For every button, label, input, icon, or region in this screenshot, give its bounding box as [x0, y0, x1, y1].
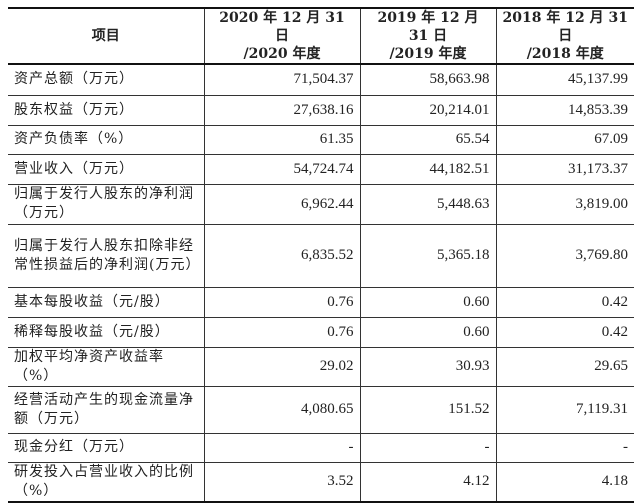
- table-row: 营业收入（万元） 54,724.74 44,182.51 31,173.37: [8, 153, 634, 185]
- value-2020: 61.35: [203, 124, 361, 155]
- value-2019: 151.52: [359, 385, 497, 434]
- row-label: 股东权益（万元）: [8, 94, 205, 126]
- value-2020: 6,835.52: [203, 223, 361, 288]
- value-2019: 4.12: [359, 461, 497, 503]
- table-row: 经营活动产生的现金流量净额（万元） 4,080.65 151.52 7,119.31: [8, 385, 634, 434]
- row-label: 资产总额（万元）: [8, 63, 205, 96]
- row-label: 基本每股收益（元/股）: [8, 286, 205, 318]
- value-2018: 31,173.37: [495, 153, 634, 185]
- header-2019-date: 2019 年 12 月 31 日: [377, 10, 479, 44]
- row-label: 经营活动产生的现金流量净额（万元）: [8, 385, 205, 434]
- value-2018: 3,819.00: [495, 183, 634, 225]
- value-2019: 44,182.51: [359, 153, 497, 185]
- table-row: 股东权益（万元） 27,638.16 20,214.01 14,853.39: [8, 94, 634, 126]
- value-2018: 3,769.80: [495, 223, 634, 288]
- header-2019-year: /2019 年度: [389, 46, 467, 62]
- table-row: 归属于发行人股东扣除非经常性损益后的净利润(万元） 6,835.52 5,365.1…: [8, 223, 634, 288]
- table-row: 加权平均净资产收益率（%） 29.02 30.93 29.65: [8, 346, 634, 387]
- value-2020: 4,080.65: [203, 385, 361, 434]
- header-2018: 2018 年 12 月 31 日/2018 年度: [495, 7, 634, 65]
- header-2019: 2019 年 12 月 31 日/2019 年度: [359, 7, 497, 65]
- header-2020: 2020 年 12 月 31 日/2020 年度: [203, 7, 361, 65]
- table-row: 归属于发行人股东的净利润（万元） 6,962.44 5,448.63 3,819.00: [8, 183, 634, 225]
- table-row: 资产负债率（%） 61.35 65.54 67.09: [8, 124, 634, 155]
- table-row: 资产总额（万元） 71,504.37 58,663.98 45,137.99: [8, 63, 634, 96]
- row-label: 归属于发行人股东的净利润（万元）: [8, 183, 205, 225]
- table-row: 研发投入占营业收入的比例（%） 3.52 4.12 4.18: [8, 461, 634, 503]
- value-2019: 5,365.18: [359, 223, 497, 288]
- value-2019: 30.93: [359, 346, 497, 387]
- value-2020: 3.52: [203, 461, 361, 503]
- row-label: 研发投入占营业收入的比例（%）: [8, 461, 205, 503]
- header-2018-year: /2018 年度: [526, 46, 604, 62]
- value-2020: 71,504.37: [203, 63, 361, 96]
- value-2018: 0.42: [495, 316, 634, 348]
- value-2020: 0.76: [203, 286, 361, 318]
- value-2018: 29.65: [495, 346, 634, 387]
- value-2020: 27,638.16: [203, 94, 361, 126]
- value-2018: 4.18: [495, 461, 634, 503]
- table-row: 现金分红（万元） - - -: [8, 432, 634, 463]
- value-2019: 5,448.63: [359, 183, 497, 225]
- value-2018: -: [495, 432, 634, 463]
- value-2020: 54,724.74: [203, 153, 361, 185]
- financial-summary-table: 项目 2020 年 12 月 31 日/2020 年度 2019 年 12 月 …: [8, 7, 634, 503]
- value-2019: 20,214.01: [359, 94, 497, 126]
- value-2018: 0.42: [495, 286, 634, 318]
- value-2018: 7,119.31: [495, 385, 634, 434]
- value-2019: 65.54: [359, 124, 497, 155]
- value-2018: 67.09: [495, 124, 634, 155]
- header-item: 项目: [8, 7, 205, 65]
- header-item-label: 项目: [91, 28, 120, 44]
- value-2019: -: [359, 432, 497, 463]
- table-row: 稀释每股收益（元/股） 0.76 0.60 0.42: [8, 316, 634, 348]
- value-2020: -: [203, 432, 361, 463]
- value-2019: 0.60: [359, 316, 497, 348]
- table-row: 基本每股收益（元/股） 0.76 0.60 0.42: [8, 286, 634, 318]
- header-2018-date: 2018 年 12 月 31 日: [502, 10, 628, 44]
- value-2018: 45,137.99: [495, 63, 634, 96]
- header-2020-date: 2020 年 12 月 31 日: [219, 10, 345, 44]
- row-label: 加权平均净资产收益率（%）: [8, 346, 205, 387]
- value-2020: 6,962.44: [203, 183, 361, 225]
- value-2019: 0.60: [359, 286, 497, 318]
- value-2018: 14,853.39: [495, 94, 634, 126]
- row-label: 资产负债率（%）: [8, 124, 205, 155]
- header-row: 项目 2020 年 12 月 31 日/2020 年度 2019 年 12 月 …: [8, 7, 634, 65]
- row-label: 现金分红（万元）: [8, 432, 205, 463]
- row-label: 稀释每股收益（元/股）: [8, 316, 205, 348]
- row-label: 营业收入（万元）: [8, 153, 205, 185]
- value-2019: 58,663.98: [359, 63, 497, 96]
- value-2020: 29.02: [203, 346, 361, 387]
- value-2020: 0.76: [203, 316, 361, 348]
- header-2020-year: /2020 年度: [243, 46, 321, 62]
- row-label: 归属于发行人股东扣除非经常性损益后的净利润(万元）: [8, 223, 205, 288]
